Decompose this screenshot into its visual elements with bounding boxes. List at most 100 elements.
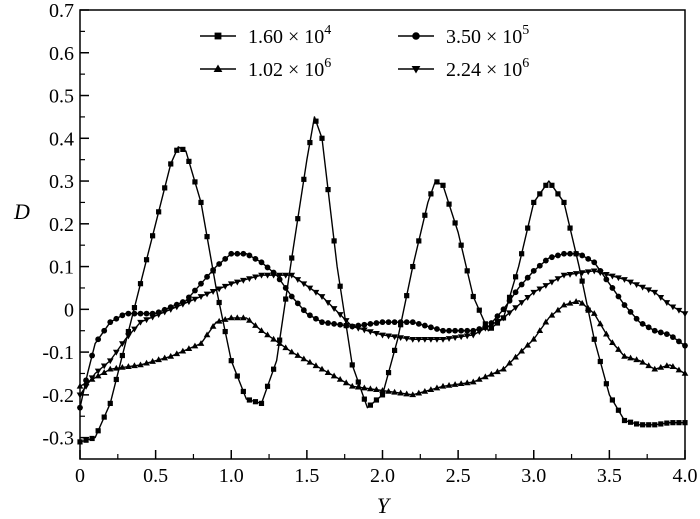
data-point bbox=[518, 281, 525, 288]
data-point bbox=[198, 199, 204, 206]
data-point bbox=[615, 407, 622, 413]
legend-label: 1.02 × 106 bbox=[248, 56, 331, 81]
data-point bbox=[615, 275, 622, 282]
data-point bbox=[379, 392, 386, 398]
legend-label-base: 1.60 × 10 bbox=[248, 26, 324, 48]
y-tick-label: -0.1 bbox=[42, 342, 74, 364]
data-point bbox=[524, 274, 531, 281]
data-point bbox=[258, 327, 265, 334]
data-point bbox=[651, 327, 658, 334]
data-point bbox=[137, 310, 144, 317]
data-point bbox=[391, 319, 398, 326]
data-point bbox=[531, 199, 537, 206]
data-point bbox=[397, 319, 404, 326]
data-point bbox=[149, 314, 156, 321]
data-point bbox=[119, 312, 126, 319]
legend-entry: 3.50 × 105 bbox=[398, 23, 529, 48]
data-point bbox=[639, 358, 646, 365]
data-point bbox=[439, 382, 447, 389]
data-point bbox=[609, 273, 616, 280]
data-point bbox=[270, 272, 277, 279]
series-3 bbox=[76, 298, 689, 398]
data-point bbox=[663, 362, 671, 369]
data-point bbox=[270, 335, 277, 342]
data-point bbox=[458, 242, 464, 248]
data-point bbox=[330, 372, 338, 379]
data-point bbox=[203, 291, 211, 298]
data-point bbox=[300, 281, 308, 288]
data-point bbox=[89, 435, 95, 442]
data-point bbox=[379, 332, 386, 339]
data-point bbox=[603, 381, 609, 387]
data-point bbox=[542, 283, 550, 289]
data-point bbox=[476, 307, 482, 313]
data-point bbox=[161, 309, 169, 316]
data-point bbox=[596, 270, 604, 277]
data-point bbox=[100, 363, 108, 370]
data-point bbox=[621, 352, 628, 359]
data-point bbox=[560, 301, 568, 308]
data-point bbox=[428, 324, 434, 331]
data-point bbox=[615, 346, 622, 352]
data-point bbox=[385, 370, 392, 376]
data-point bbox=[348, 324, 356, 330]
data-point bbox=[627, 308, 634, 315]
data-point bbox=[451, 335, 459, 342]
data-point bbox=[107, 319, 114, 326]
data-point bbox=[215, 317, 223, 324]
data-point bbox=[204, 273, 210, 280]
legend-entry: 1.02 × 106 bbox=[200, 56, 331, 81]
x-axis-label: Y bbox=[377, 493, 392, 518]
data-point bbox=[651, 289, 659, 296]
data-point bbox=[258, 259, 265, 266]
data-point bbox=[156, 209, 162, 215]
data-point bbox=[137, 319, 144, 326]
x-tick-label: 2.5 bbox=[446, 465, 471, 487]
data-point bbox=[621, 302, 628, 308]
data-point bbox=[591, 336, 597, 342]
series-1 bbox=[77, 116, 688, 445]
data-point bbox=[355, 379, 361, 385]
data-point bbox=[294, 277, 302, 283]
data-point bbox=[288, 293, 295, 300]
data-point bbox=[143, 359, 150, 366]
data-point bbox=[367, 385, 374, 392]
data-point bbox=[191, 296, 199, 303]
data-point bbox=[488, 370, 495, 377]
data-point bbox=[572, 271, 580, 277]
data-point bbox=[119, 341, 126, 348]
data-point bbox=[646, 422, 652, 428]
data-point bbox=[325, 187, 331, 193]
data-point bbox=[597, 358, 603, 365]
data-point bbox=[536, 262, 543, 269]
data-point bbox=[536, 286, 544, 293]
data-point bbox=[415, 389, 423, 396]
data-point bbox=[271, 366, 277, 372]
ticks-layer: 0 0.5 1.0 1.5 2.0 2.5 3.0 3.5 4.0 -0.3 -0.2 -0.1 0 0.… bbox=[42, 0, 697, 487]
data-point bbox=[590, 268, 598, 275]
data-point bbox=[276, 340, 283, 346]
data-point bbox=[675, 307, 683, 314]
data-point bbox=[373, 320, 380, 326]
data-point bbox=[361, 396, 367, 402]
legend-label: 2.24 × 106 bbox=[446, 56, 529, 81]
data-point bbox=[319, 319, 325, 326]
data-point bbox=[301, 176, 307, 182]
legend-marker bbox=[214, 32, 222, 40]
data-point bbox=[361, 321, 368, 328]
data-point bbox=[373, 386, 380, 393]
data-point bbox=[482, 373, 489, 380]
data-point bbox=[561, 250, 567, 257]
data-point bbox=[294, 352, 302, 358]
data-point bbox=[475, 329, 483, 336]
data-point bbox=[161, 354, 169, 361]
data-point bbox=[421, 387, 429, 394]
data-point bbox=[651, 365, 659, 372]
data-point bbox=[566, 271, 574, 278]
data-point bbox=[331, 238, 337, 244]
data-point bbox=[457, 380, 465, 387]
data-point bbox=[143, 317, 150, 324]
data-point bbox=[440, 182, 446, 188]
data-point bbox=[567, 250, 573, 257]
